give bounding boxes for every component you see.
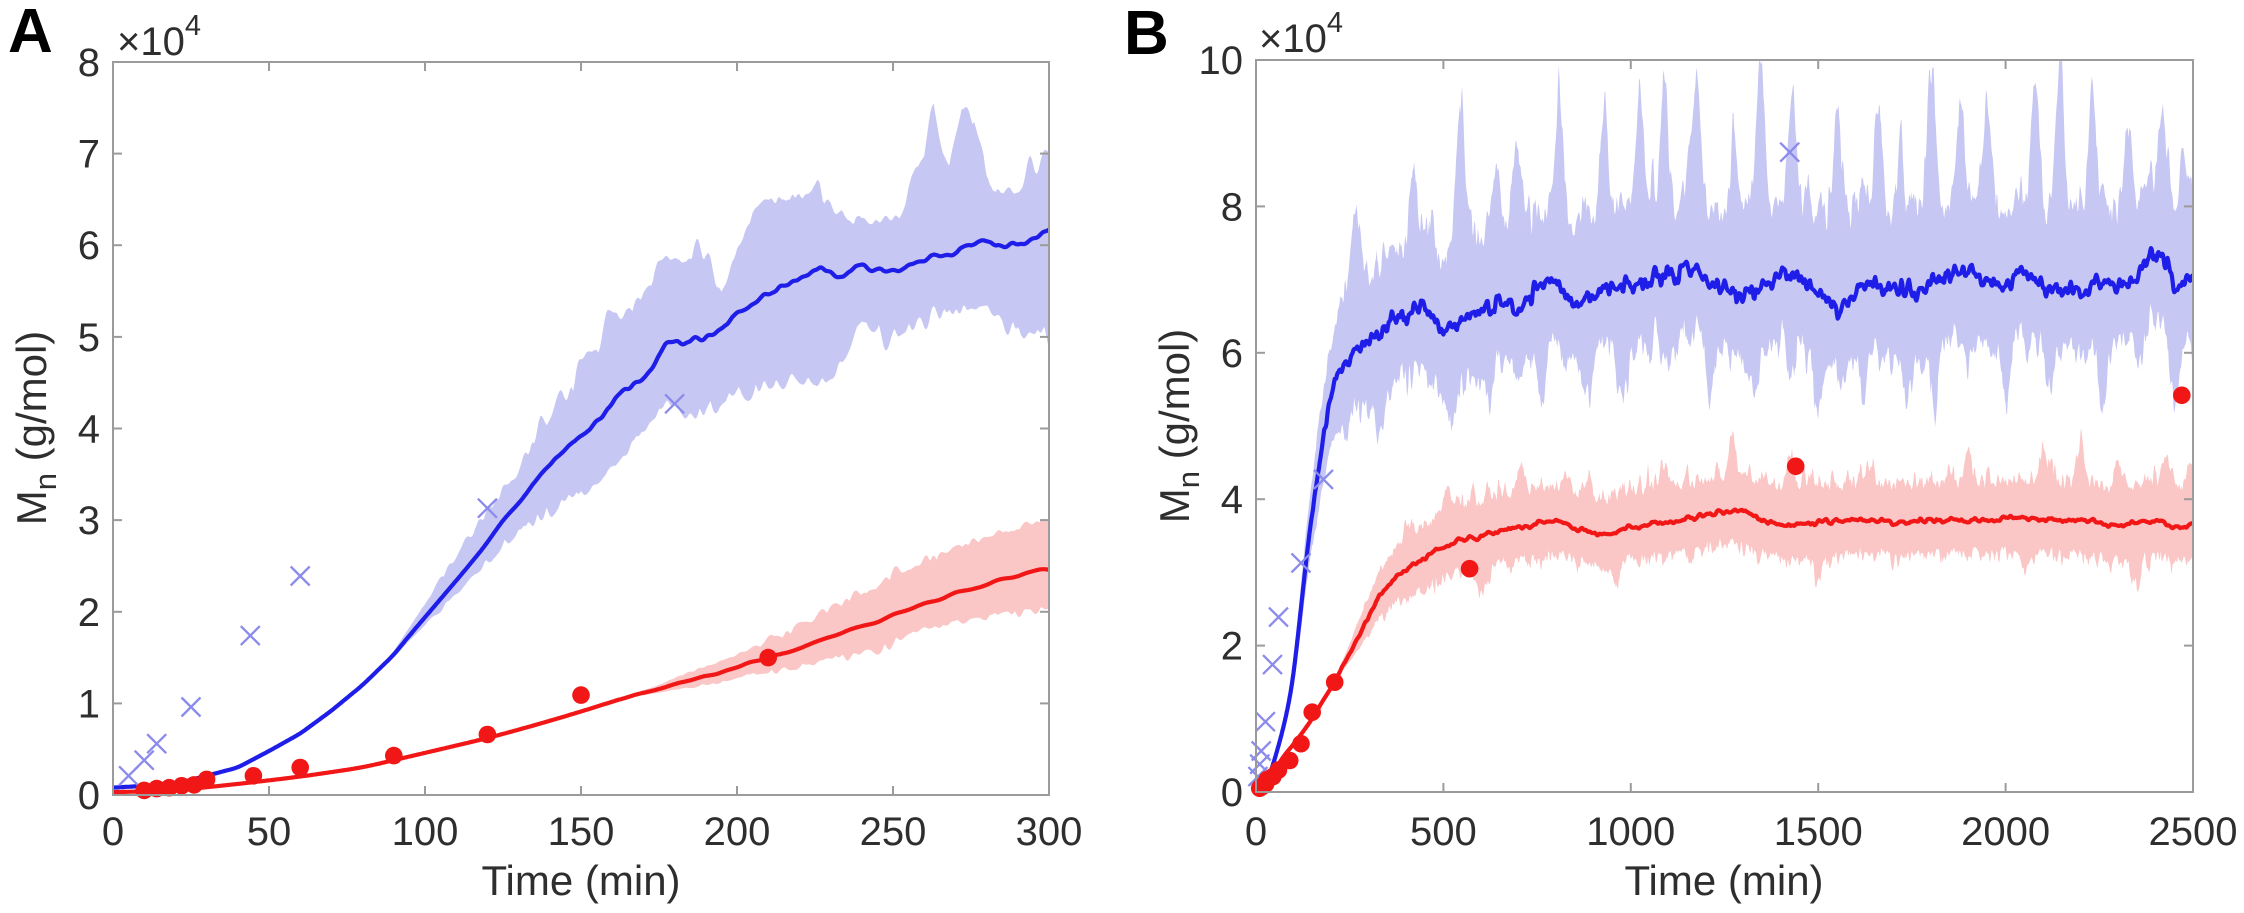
svg-text:500: 500 <box>1410 810 1477 854</box>
svg-text:Mn (g/mol): Mn (g/mol) <box>1151 329 1206 524</box>
svg-text:Time (min): Time (min) <box>1624 857 1823 904</box>
svg-text:10: 10 <box>1199 39 1244 83</box>
svg-text:0: 0 <box>78 774 100 818</box>
svg-text:6: 6 <box>1221 332 1243 376</box>
svg-text:8: 8 <box>78 41 100 85</box>
svg-text:B: B <box>1124 0 1169 68</box>
svg-text:2500: 2500 <box>2149 810 2238 854</box>
svg-text:A: A <box>8 0 53 66</box>
svg-text:0: 0 <box>1245 810 1267 854</box>
svg-text:1500: 1500 <box>1774 810 1863 854</box>
svg-text:2000: 2000 <box>1961 810 2050 854</box>
svg-text:Mn (g/mol): Mn (g/mol) <box>8 331 63 526</box>
svg-text:4: 4 <box>78 408 100 452</box>
svg-text:4: 4 <box>1221 478 1243 522</box>
svg-text:100: 100 <box>392 810 459 854</box>
svg-text:Time (min): Time (min) <box>481 857 680 904</box>
svg-text:0: 0 <box>1221 771 1243 815</box>
svg-text:1000: 1000 <box>1586 810 1675 854</box>
svg-text:250: 250 <box>860 810 927 854</box>
svg-text:50: 50 <box>247 810 292 854</box>
svg-text:6: 6 <box>78 224 100 268</box>
svg-text:300: 300 <box>1016 810 1083 854</box>
svg-text:5: 5 <box>78 316 100 360</box>
svg-text:1: 1 <box>78 682 100 726</box>
svg-text:7: 7 <box>78 133 100 177</box>
svg-text:3: 3 <box>78 499 100 543</box>
svg-text:2: 2 <box>1221 625 1243 669</box>
svg-text:200: 200 <box>704 810 771 854</box>
svg-text:2: 2 <box>78 591 100 635</box>
svg-text:0: 0 <box>102 810 124 854</box>
svg-text:150: 150 <box>548 810 615 854</box>
svg-text:8: 8 <box>1221 185 1243 229</box>
